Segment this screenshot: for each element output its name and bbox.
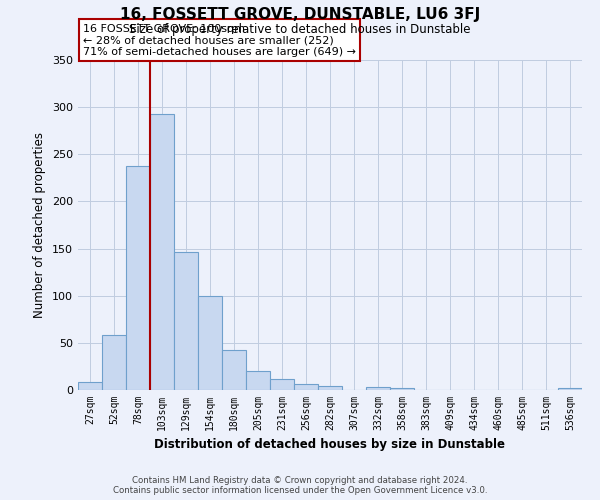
X-axis label: Distribution of detached houses by size in Dunstable: Distribution of detached houses by size … [155,438,505,452]
Bar [366,387,390,390]
Bar [150,114,174,390]
Bar [246,371,270,390]
Bar [390,388,414,390]
Bar [270,378,294,390]
Bar [198,296,222,390]
Text: Contains HM Land Registry data © Crown copyright and database right 2024.
Contai: Contains HM Land Registry data © Crown c… [113,476,487,495]
Y-axis label: Number of detached properties: Number of detached properties [34,132,46,318]
Bar [126,166,150,390]
Bar [318,386,342,390]
Text: Size of property relative to detached houses in Dunstable: Size of property relative to detached ho… [129,22,471,36]
Bar [174,252,198,390]
Bar [102,336,126,390]
Bar [78,382,102,390]
Text: 16, FOSSETT GROVE, DUNSTABLE, LU6 3FJ: 16, FOSSETT GROVE, DUNSTABLE, LU6 3FJ [120,8,480,22]
Bar [222,350,246,390]
Text: 16 FOSSETT GROVE: 100sqm
← 28% of detached houses are smaller (252)
71% of semi-: 16 FOSSETT GROVE: 100sqm ← 28% of detach… [83,24,356,56]
Bar [294,384,318,390]
Bar [558,388,582,390]
